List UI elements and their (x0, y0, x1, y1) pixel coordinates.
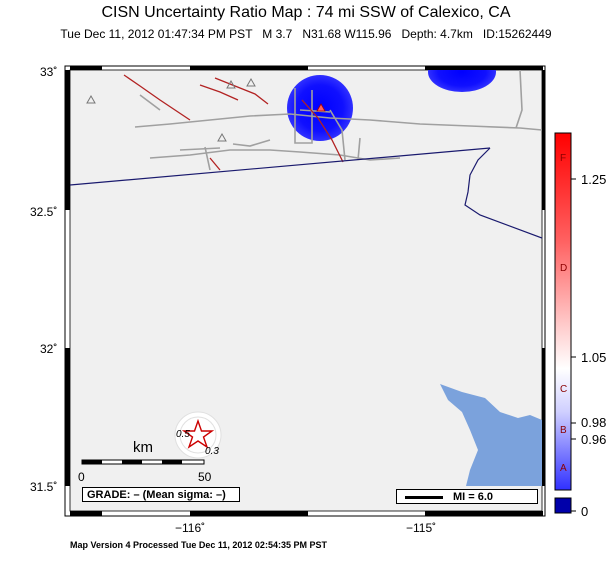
scale-unit: km (133, 439, 153, 456)
colorbar-ticks (571, 178, 576, 512)
colorbar-bottom-swatch (554, 497, 572, 514)
colorbar-tick-label: 0.98 (581, 415, 607, 430)
colorbar-tick-label: 0 (581, 504, 589, 519)
border-line (70, 147, 542, 239)
contour-label: 0.3 (205, 446, 219, 457)
lat-label: 32˚ (40, 342, 58, 356)
grade-label-b: B (560, 425, 567, 436)
epicenter-star (181, 418, 215, 449)
grade-label-d: D (560, 263, 568, 274)
scale-tick-label: 0 (78, 470, 85, 484)
roads (134, 70, 542, 171)
contour-circle (174, 411, 222, 459)
colorbar-tick-label: 1.25 (581, 172, 607, 187)
footer-text: Map Version 4 Processed Tue Dec 11, 2012… (70, 540, 327, 550)
mi-legend: MI = 6.0 (396, 489, 538, 504)
colorbar-tick-label: 0.96 (581, 432, 607, 447)
mi-line (405, 496, 443, 499)
frame-ticks (65, 66, 545, 516)
grade-label-a: A (560, 463, 567, 474)
map-title: CISN Uncertainty Ratio Map : 74 mi SSW o… (101, 4, 511, 21)
lat-label: 31.5˚ (30, 480, 58, 494)
contour-label: 0.5 (176, 429, 190, 440)
lat-label: 33˚ (40, 65, 58, 79)
lon-label: −115˚ (406, 521, 437, 535)
uncertainty-blob (428, 70, 496, 92)
mi-label: MI = 6.0 (453, 491, 494, 503)
grade-label-f: F (560, 153, 567, 164)
grade-label-c: C (560, 384, 568, 395)
scale-tick-label: 50 (198, 470, 212, 484)
colorbar-gradient (554, 132, 572, 491)
faults (123, 74, 344, 171)
event-info: Tue Dec 11, 2012 01:47:34 PM PST M 3.7 N… (60, 27, 552, 41)
stations (86, 77, 256, 142)
grade-box: GRADE: – (Mean sigma: –) (82, 487, 240, 502)
lon-label: −116˚ (175, 521, 206, 535)
gulf-water (440, 384, 542, 486)
scale-bar (81, 459, 205, 465)
lat-label: 32.5˚ (30, 205, 58, 219)
colorbar-tick-label: 1.05 (581, 350, 607, 365)
